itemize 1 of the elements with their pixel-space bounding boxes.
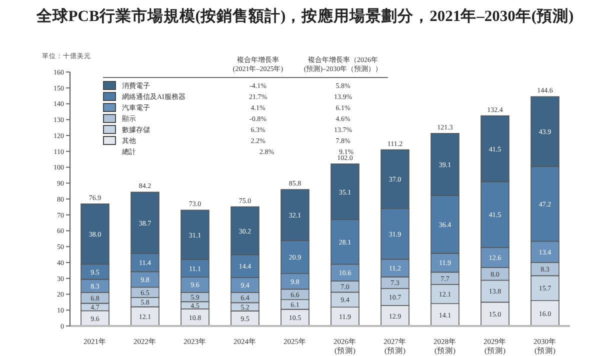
chart-title: 全球PCB行業市場規模(按銷售額計)，按應用場景劃分，2021年–2030年(預測)	[35, 6, 575, 27]
